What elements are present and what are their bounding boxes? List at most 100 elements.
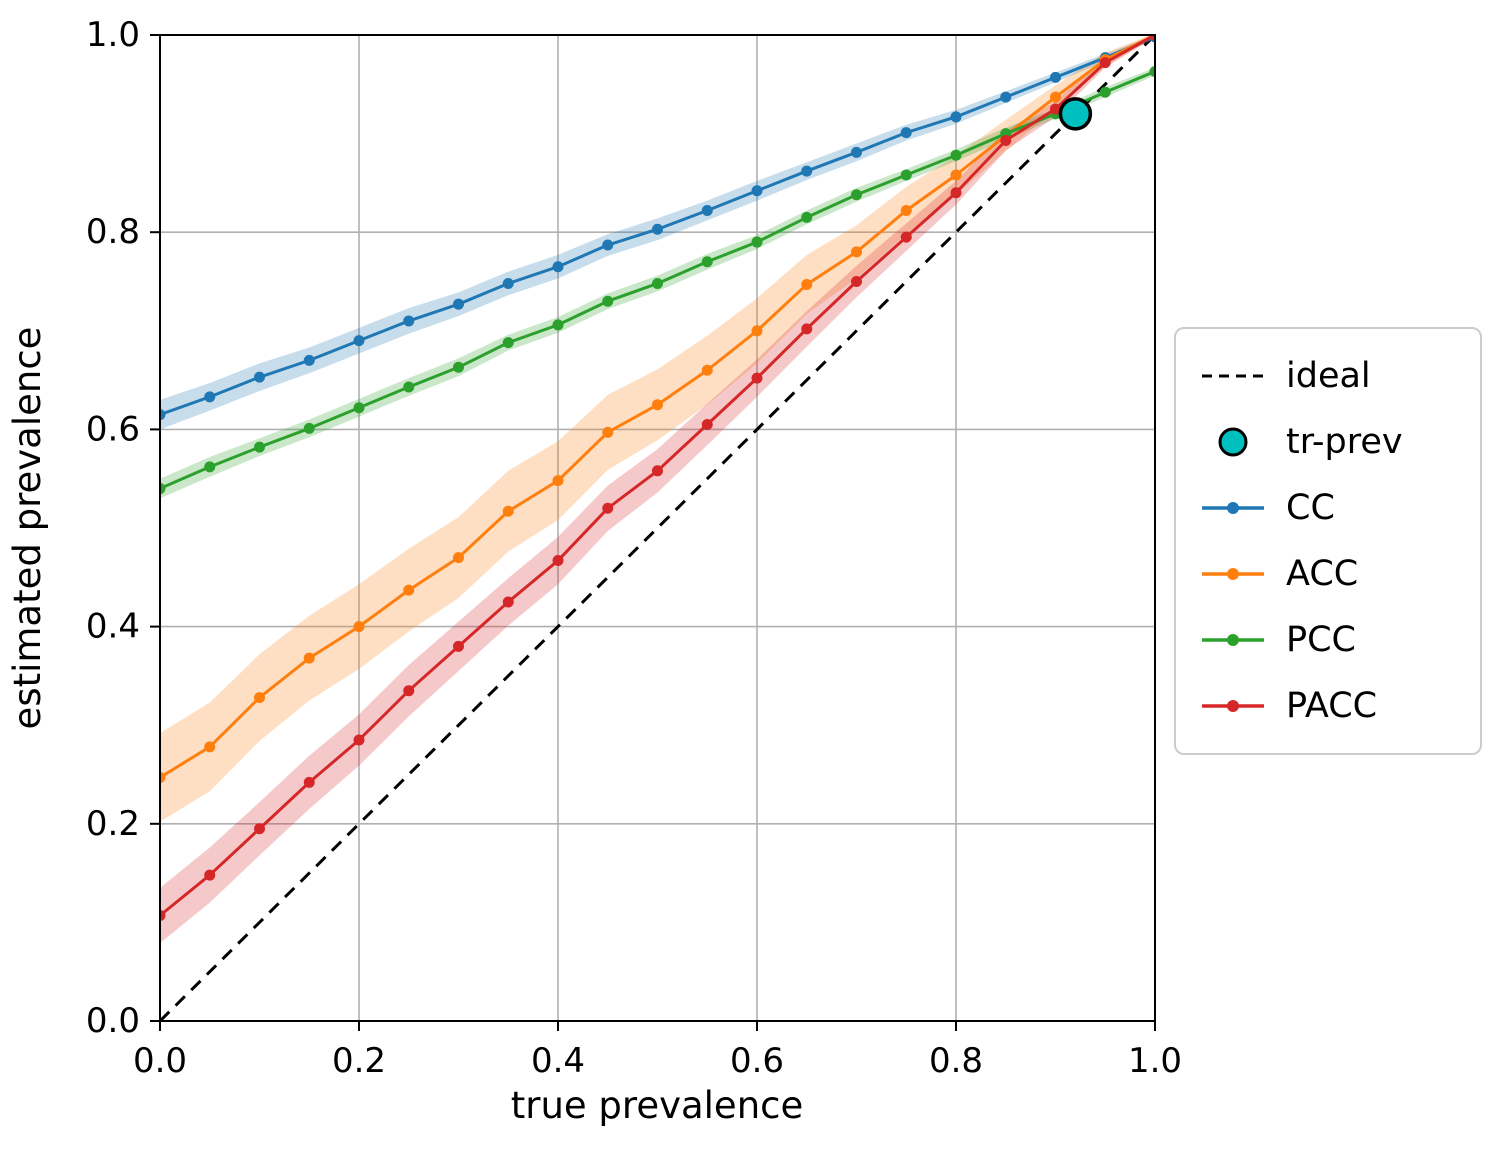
data-point-PACC [1050, 103, 1061, 115]
legend-label-ideal: ideal [1286, 355, 1371, 396]
data-point-PCC [254, 441, 265, 453]
legend-label-pcc: PCC [1286, 619, 1356, 660]
confidence-bands-group [160, 35, 1155, 944]
x-tick-label: 0.0 [133, 1041, 187, 1081]
tr-prev-marker [1058, 97, 1093, 131]
series-lines-group [160, 35, 1155, 921]
legend-label-pacc: PACC [1286, 685, 1378, 726]
series-band-PACC [160, 35, 1155, 944]
data-point-ACC [751, 325, 763, 337]
data-point-CC [602, 239, 614, 251]
legend: ideal tr-prev CC ACC [1174, 327, 1482, 755]
data-point-CC [801, 165, 813, 177]
cc-swatch-dot [1227, 502, 1239, 514]
y-tick-label: 0.2 [86, 804, 140, 844]
pcc-swatch-dot [1227, 634, 1239, 646]
x-axis-label: true prevalence [511, 1084, 804, 1127]
data-point-PCC [552, 319, 564, 331]
data-point-PCC [1149, 65, 1155, 77]
data-point-PACC [552, 555, 564, 567]
data-point-CC [453, 298, 464, 310]
data-point-PCC [353, 402, 365, 414]
line-marker-swatch-icon [1202, 502, 1264, 514]
acc-swatch-dot [1227, 568, 1239, 580]
legend-label-acc: ACC [1286, 553, 1359, 594]
legend-item-cc: CC [1200, 475, 1456, 541]
data-point-PACC [701, 418, 713, 430]
data-point-PACC [950, 187, 962, 199]
data-point-ACC [801, 278, 813, 290]
data-point-PACC [900, 231, 912, 243]
data-point-PCC [751, 236, 763, 248]
pacc-swatch-dot [1227, 700, 1239, 712]
data-point-CC [254, 371, 265, 383]
line-marker-swatch-icon [1202, 568, 1264, 580]
y-tick-label: 0.8 [86, 212, 140, 252]
data-point-ACC [160, 771, 166, 783]
data-point-CC [1000, 91, 1012, 103]
x-tick-label: 0.4 [531, 1041, 585, 1081]
data-point-PACC [602, 502, 614, 514]
data-point-PACC [502, 596, 514, 608]
data-point-PACC [851, 276, 862, 287]
data-point-ACC [950, 169, 962, 181]
data-point-PACC [303, 776, 315, 788]
y-tick-label: 0.4 [86, 607, 140, 647]
data-point-PCC [701, 256, 713, 268]
data-point-PCC [851, 189, 862, 201]
legend-item-pacc: PACC [1200, 673, 1456, 739]
data-point-PACC [1099, 57, 1111, 69]
data-point-ACC [602, 426, 614, 438]
data-point-PACC [403, 685, 415, 697]
plot-border [159, 34, 1156, 1022]
data-point-CC [502, 277, 514, 289]
circle-marker-swatch-icon [1218, 427, 1248, 457]
data-point-PCC [950, 149, 962, 161]
data-point-CC [160, 409, 166, 421]
data-point-PCC [900, 169, 912, 181]
data-point-PCC [1099, 86, 1111, 98]
data-point-PCC [403, 381, 415, 393]
x-tick-label: 0.6 [730, 1041, 784, 1081]
data-point-CC [900, 127, 912, 139]
data-point-CC [652, 223, 663, 235]
data-point-PACC [353, 734, 365, 746]
data-point-PACC [801, 323, 813, 335]
dashed-line-swatch-icon [1202, 374, 1264, 378]
y-tick-label: 1.0 [86, 15, 140, 55]
legend-item-acc: ACC [1200, 541, 1456, 607]
data-point-ACC [1050, 91, 1061, 103]
data-point-ACC [453, 552, 464, 564]
data-point-ACC [652, 399, 663, 411]
data-point-ACC [900, 205, 912, 217]
data-point-ACC [701, 364, 713, 376]
data-point-PACC [160, 909, 166, 921]
x-tick-label: 1.0 [1128, 1041, 1182, 1081]
data-point-PACC [453, 640, 464, 652]
data-point-PACC [1149, 35, 1155, 41]
line-marker-swatch-icon [1202, 634, 1264, 646]
data-point-PCC [801, 211, 813, 223]
data-point-ACC [552, 475, 564, 487]
legend-label-cc: CC [1286, 487, 1335, 528]
data-point-ACC [353, 621, 365, 633]
legend-item-ideal: ideal [1200, 343, 1456, 409]
data-point-PCC [502, 337, 514, 349]
data-point-PACC [254, 823, 265, 835]
data-point-PCC [453, 361, 464, 373]
ideal-line [160, 35, 1155, 1021]
y-tick-label: 0.0 [86, 1001, 140, 1041]
legend-label-tr-prev: tr-prev [1286, 421, 1403, 462]
data-point-PCC [204, 461, 216, 473]
legend-item-pcc: PCC [1200, 607, 1456, 673]
x-tick-label: 0.8 [929, 1041, 983, 1081]
data-point-CC [851, 146, 862, 158]
line-marker-swatch-icon [1202, 700, 1264, 712]
x-tick-label: 0.2 [332, 1041, 386, 1081]
data-point-CC [751, 185, 763, 197]
data-point-PACC [204, 869, 216, 881]
data-point-PCC [652, 277, 663, 289]
data-point-ACC [303, 652, 315, 664]
